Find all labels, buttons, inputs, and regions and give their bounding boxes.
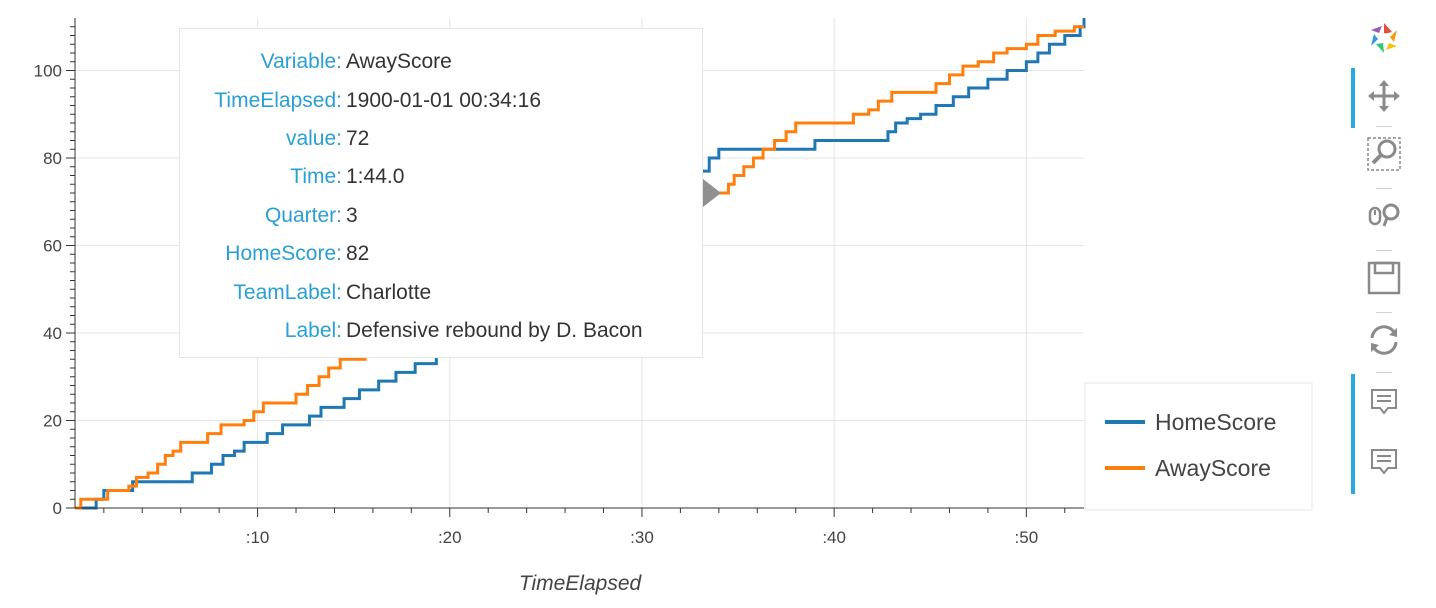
- box-zoom-icon: [1364, 134, 1404, 179]
- legend-label: HomeScore: [1155, 409, 1276, 435]
- tooltip-key: Label:: [284, 318, 342, 342]
- tooltip-value: 3: [346, 203, 358, 227]
- pan-tool-button[interactable]: [1364, 78, 1404, 118]
- tooltip-row: Time: 1:44.0: [180, 158, 702, 196]
- reset-icon: [1364, 320, 1404, 365]
- tooltip-pointer: [703, 179, 721, 207]
- tooltip-key: Quarter:: [264, 203, 342, 227]
- tooltip-key: TimeElapsed:: [214, 88, 342, 112]
- reset-tool-button[interactable]: [1364, 322, 1404, 362]
- hover-icon: [1364, 382, 1404, 427]
- hover-icon: [1364, 442, 1404, 487]
- tooltip-key: TeamLabel:: [233, 280, 342, 304]
- hover-tool-button[interactable]: [1364, 384, 1404, 424]
- toolbar-separator: [1376, 126, 1392, 127]
- active-tool-indicator: [1351, 374, 1355, 494]
- x-tick-label: :30: [630, 528, 654, 547]
- toolbar-separator: [1376, 312, 1392, 313]
- hover-tool-button[interactable]: [1364, 444, 1404, 484]
- tooltip-value: 82: [346, 242, 370, 266]
- tooltip-value: Defensive rebound by D. Bacon: [346, 318, 643, 342]
- x-tick-label: :10: [246, 528, 270, 547]
- tooltip-key: HomeScore:: [225, 242, 342, 266]
- tooltip-value: Charlotte: [346, 280, 432, 304]
- tooltip-key: Time:: [290, 165, 342, 189]
- legend: HomeScore AwayScore: [1084, 382, 1313, 511]
- y-tick-label: 60: [43, 237, 62, 256]
- hover-tooltip: Variable: AwayScore TimeElapsed: 1900-01-01…: [179, 28, 703, 358]
- tooltip-row: value: 72: [180, 120, 702, 158]
- pan-icon: [1364, 76, 1404, 121]
- legend-label: AwayScore: [1155, 455, 1271, 481]
- bokeh-logo-tool-button[interactable]: [1364, 20, 1404, 60]
- tooltip-row: HomeScore: 82: [180, 235, 702, 273]
- tooltip-value: 1900-01-01 00:34:16: [346, 88, 541, 112]
- x-tick-label: :50: [1015, 528, 1039, 547]
- tooltip-value: AwayScore: [346, 50, 452, 74]
- toolbar-separator: [1376, 372, 1392, 373]
- tooltip-value: 72: [346, 126, 370, 150]
- wheel-zoom-tool-button[interactable]: [1364, 198, 1404, 238]
- y-tick-label: 100: [34, 62, 62, 81]
- y-tick-label: 20: [43, 412, 62, 431]
- active-tool-indicator: [1351, 68, 1355, 128]
- tooltip-row: Variable: AwayScore: [180, 43, 702, 81]
- y-tick-label: 80: [43, 149, 62, 168]
- save-icon: [1364, 258, 1404, 303]
- toolbar: [1350, 18, 1414, 498]
- toolbar-separator: [1376, 250, 1392, 251]
- tooltip-row: TimeElapsed: 1900-01-01 00:34:16: [180, 81, 702, 119]
- tooltip-row: Label: Defensive rebound by D. Bacon: [180, 312, 702, 350]
- toolbar-separator: [1376, 188, 1392, 189]
- x-tick-label: :40: [822, 528, 846, 547]
- x-tick-label: :20: [438, 528, 462, 547]
- box-zoom-tool-button[interactable]: [1364, 136, 1404, 176]
- tooltip-key: Variable:: [260, 50, 342, 74]
- tooltip-key: value:: [285, 126, 342, 150]
- tooltip-row: TeamLabel: Charlotte: [180, 273, 702, 311]
- x-axis-title: TimeElapsed: [519, 572, 643, 595]
- bokeh-logo-icon: [1364, 18, 1404, 63]
- tooltip-value: 1:44.0: [346, 165, 405, 189]
- tooltip-row: Quarter: 3: [180, 197, 702, 235]
- y-tick-label: 0: [53, 499, 62, 518]
- axes: 0 20 40 60 80 100 :10 :20 :30 :40 :50: [34, 18, 1084, 547]
- y-tick-label: 40: [43, 324, 62, 343]
- save-tool-button[interactable]: [1364, 260, 1404, 300]
- wheel-zoom-icon: [1364, 196, 1404, 241]
- legend-box: [1084, 382, 1313, 511]
